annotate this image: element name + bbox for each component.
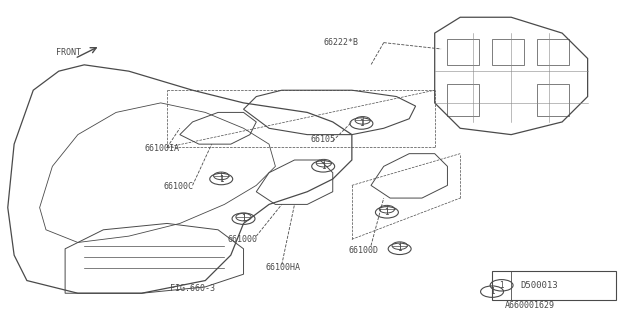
Text: 1: 1 xyxy=(385,208,389,217)
Bar xyxy=(492,39,524,65)
Text: 1: 1 xyxy=(499,281,504,290)
Text: 66105: 66105 xyxy=(310,135,335,144)
Text: 1: 1 xyxy=(241,214,246,223)
Bar xyxy=(447,84,479,116)
Bar xyxy=(447,39,479,65)
Text: 661000: 661000 xyxy=(228,236,258,244)
Text: A660001629: A660001629 xyxy=(505,301,555,310)
Text: 1: 1 xyxy=(321,162,326,171)
Text: 66100C: 66100C xyxy=(164,182,194,191)
Text: 66222*B: 66222*B xyxy=(323,38,358,47)
Text: 1: 1 xyxy=(490,287,494,296)
Text: FRONT: FRONT xyxy=(56,48,81,57)
Text: D500013: D500013 xyxy=(521,281,558,290)
Bar xyxy=(537,84,568,116)
Text: 1: 1 xyxy=(219,174,223,184)
Text: 66100HA: 66100HA xyxy=(266,263,301,272)
Text: 66100IA: 66100IA xyxy=(145,144,180,153)
Bar xyxy=(537,39,568,65)
Text: 1: 1 xyxy=(359,119,364,128)
Text: FIG.660-3: FIG.660-3 xyxy=(170,284,215,293)
Text: 1: 1 xyxy=(397,244,402,253)
Bar xyxy=(492,271,616,300)
Text: 66100D: 66100D xyxy=(349,246,379,255)
